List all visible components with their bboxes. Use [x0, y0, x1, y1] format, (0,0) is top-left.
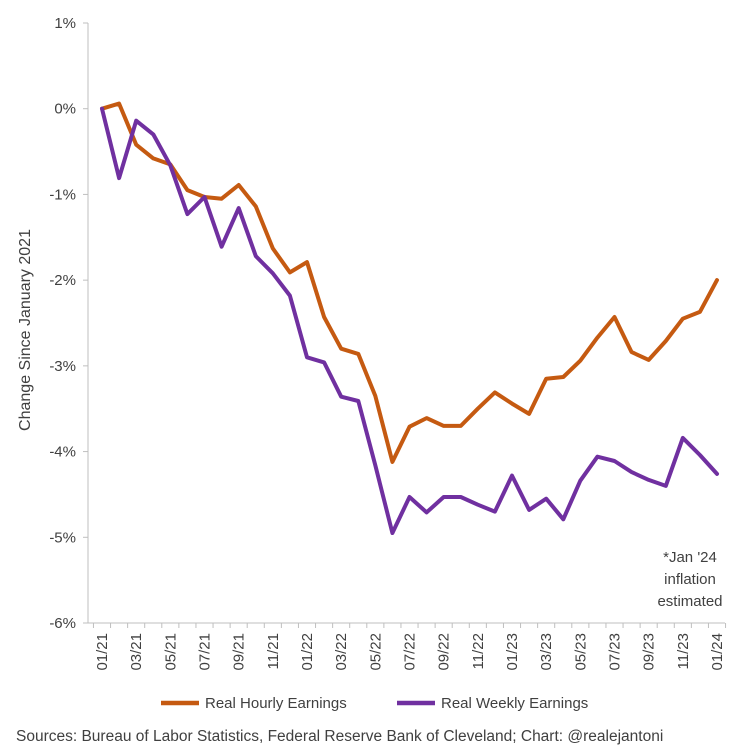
- source-note: Sources: Bureau of Labor Statistics, Fed…: [16, 728, 663, 745]
- y-axis: -6% -5% -4% -3% -2% -1% 0% 1%: [49, 15, 89, 632]
- x-tick-label: 03/23: [538, 633, 555, 671]
- x-tick-label: 03/21: [128, 633, 145, 671]
- x-tick-label: 11/23: [675, 633, 692, 669]
- annotation: *Jan '24 inflation estimated: [657, 549, 722, 610]
- x-tick-label: 11/22: [470, 633, 487, 669]
- y-tick-label: -3%: [49, 358, 76, 375]
- y-tick-label: 0%: [54, 101, 76, 118]
- x-tick-label: 01/22: [299, 633, 316, 671]
- series-line-weekly: [100, 106, 719, 535]
- legend-label-weekly: Real Weekly Earnings: [441, 695, 588, 712]
- y-tick-label: -1%: [49, 186, 76, 203]
- x-tick-label: 01/23: [504, 633, 521, 671]
- x-tick-label: 03/22: [333, 633, 350, 671]
- x-tick-label: 05/21: [162, 633, 179, 671]
- y-axis-label: Change Since January 2021: [17, 229, 34, 431]
- y-tick-label: -2%: [49, 272, 76, 289]
- x-tick-label: 07/23: [607, 633, 624, 671]
- x-tick-label: 01/21: [94, 633, 111, 671]
- y-tick-label: -4%: [49, 444, 76, 461]
- annotation-line-3: estimated: [657, 593, 722, 610]
- x-tick-label: 11/21: [265, 633, 282, 669]
- x-tick-label: 05/23: [572, 633, 589, 671]
- legend: Real Hourly Earnings Real Weekly Earning…: [161, 695, 588, 712]
- x-tick-label: 01/24: [709, 633, 726, 671]
- x-tick-label: 07/21: [197, 633, 214, 671]
- annotation-line-1: *Jan '24: [663, 549, 717, 566]
- x-tick-label: 05/22: [367, 633, 384, 671]
- legend-label-hourly: Real Hourly Earnings: [205, 695, 347, 712]
- series-line-hourly: [100, 101, 719, 464]
- annotation-line-2: inflation: [664, 571, 716, 588]
- x-tick-label: 09/22: [436, 633, 453, 671]
- x-axis: 01/21 03/21 05/21 07/21 09/21 11/21 01/22 03/22…: [88, 622, 727, 671]
- x-tick-label: 07/22: [402, 633, 419, 671]
- series-layer: [100, 101, 719, 535]
- x-tick-label: 09/21: [231, 633, 248, 671]
- y-tick-label: 1%: [54, 15, 76, 32]
- y-tick-label: -6%: [49, 615, 76, 632]
- y-tick-label: -5%: [49, 529, 76, 546]
- x-tick-label: 09/23: [641, 633, 658, 671]
